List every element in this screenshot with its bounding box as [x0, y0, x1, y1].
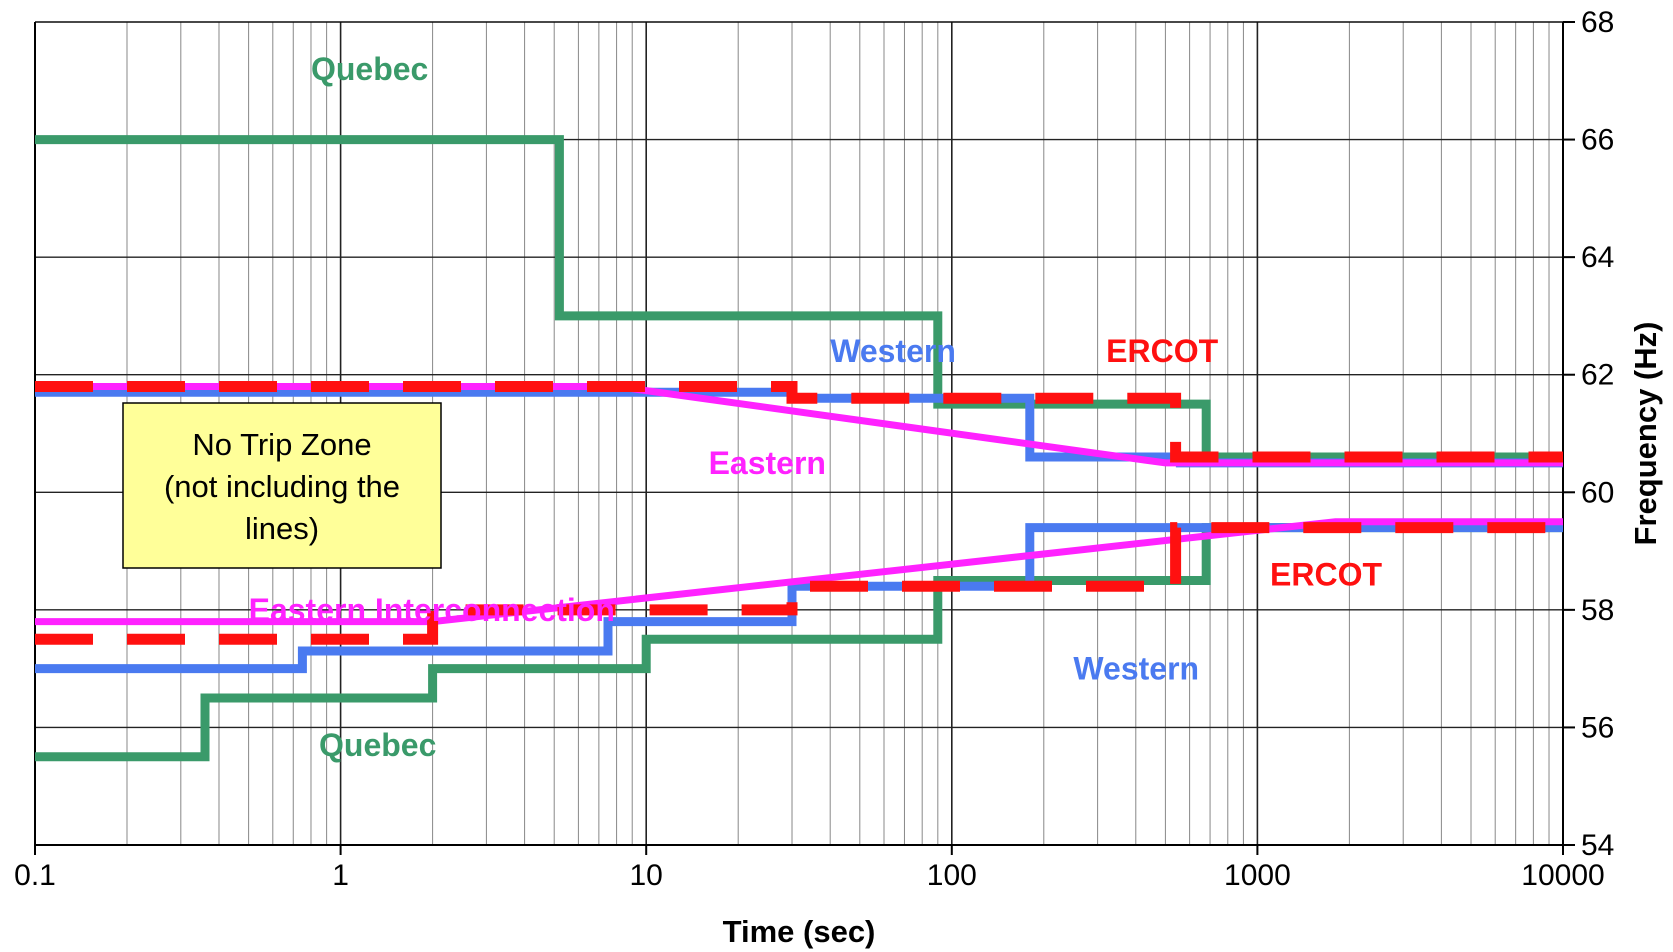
chart-axes [34, 21, 1575, 855]
series-line-ercot-low [35, 522, 1563, 645]
annotation-quebec-bottom: Quebec [319, 727, 436, 763]
series-line-quebec-high [35, 135, 1563, 462]
no-trip-zone-line: lines) [245, 511, 319, 546]
x-tick-label: 0.1 [14, 859, 56, 892]
y-tick-label: 64 [1581, 241, 1614, 274]
no-trip-zone-line: (not including the [164, 469, 400, 504]
annotation-western-bottom: Western [1073, 651, 1199, 687]
y-tick-label: 68 [1581, 6, 1614, 39]
series-annotations: Quebec Western ERCOT Eastern Eastern Interco… [249, 51, 1383, 763]
y-tick-label: 54 [1581, 829, 1614, 862]
y-tick-label: 58 [1581, 594, 1614, 627]
series-line-eastern-low [35, 518, 1563, 626]
chart-grid [34, 21, 1563, 846]
annotation-eastern-mid: Eastern [709, 445, 826, 481]
y-tick-label: 56 [1581, 711, 1614, 744]
annotation-quebec-top: Quebec [311, 51, 428, 87]
no-trip-zone-line: No Trip Zone [192, 427, 371, 462]
annotation-eastern-interconnection: Eastern Interconnection [249, 592, 615, 628]
series-line-quebec-low [35, 523, 1563, 762]
y-tick-label: 60 [1581, 476, 1614, 509]
x-tick-label: 100 [927, 859, 977, 892]
x-axis-title: Time (sec) [723, 914, 876, 949]
x-tick-label: 10000 [1521, 859, 1604, 892]
y-axis-title: Frequency (Hz) [1628, 322, 1663, 546]
y-tick-label: 66 [1581, 124, 1614, 157]
series-line-ercot-high [35, 381, 1563, 463]
annotation-ercot-top: ERCOT [1106, 333, 1218, 369]
x-tick-label: 1000 [1224, 859, 1291, 892]
annotation-ercot-bottom: ERCOT [1270, 557, 1382, 593]
no-trip-zone-box: No Trip Zone (not including the lines) [122, 402, 442, 569]
no-trip-zone-rect [122, 402, 442, 569]
x-tick-label: 10 [630, 859, 663, 892]
y-tick-label: 62 [1581, 359, 1614, 392]
annotation-western-top: Western [830, 333, 956, 369]
chart-series [35, 135, 1563, 762]
x-tick-label: 1 [332, 859, 349, 892]
